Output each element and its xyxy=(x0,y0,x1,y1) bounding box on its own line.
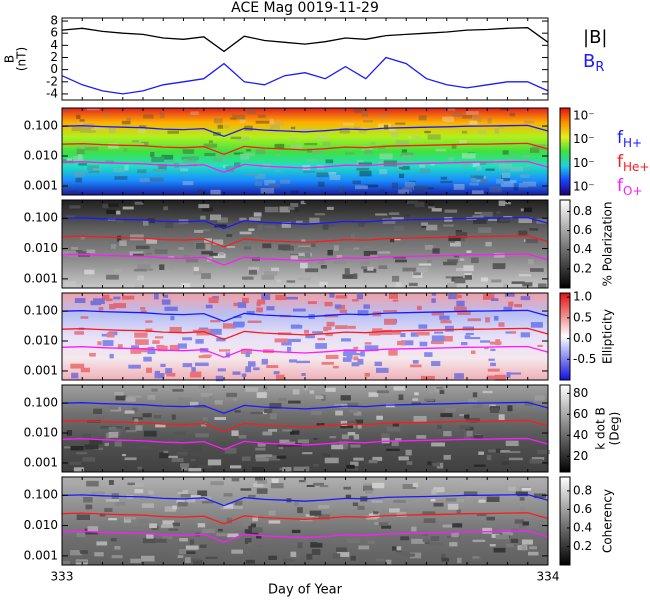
colorbar-tick-label: 0.8 xyxy=(573,204,592,218)
legend-text: f xyxy=(617,176,624,196)
y-tick-label: 0.001 xyxy=(24,178,58,192)
frequency-line xyxy=(61,530,549,543)
colorbar-label: (Deg) xyxy=(608,412,622,446)
y-tick-label: 4 xyxy=(50,38,58,52)
colorbar-tick-label: 20 xyxy=(573,449,588,463)
colorbar-tick-label: 10⁻ xyxy=(573,109,595,123)
legend-subscript: He+ xyxy=(623,160,649,174)
y-tick-label: 6 xyxy=(50,26,58,40)
y-tick-label: 2 xyxy=(50,50,58,64)
frequency-line xyxy=(61,216,549,230)
colorbar-tick-label: 10⁻ xyxy=(573,156,595,170)
colorbar-tick-label: 10⁻ xyxy=(573,180,595,194)
y-axis-label: (nT) xyxy=(15,47,29,71)
y-tick-label: 0.010 xyxy=(24,518,58,532)
colorbar-tick-label: 40 xyxy=(573,428,588,442)
colorbar-tick-label: 0.8 xyxy=(573,483,592,497)
legend-subscript: H+ xyxy=(623,136,642,150)
frequency-line xyxy=(61,235,549,248)
y-tick-label: 0.010 xyxy=(24,426,58,440)
y-axis-label: B xyxy=(3,55,17,63)
y-tick-label: -4 xyxy=(46,86,58,100)
frequency-line xyxy=(61,512,549,525)
legend-entry: BR xyxy=(583,51,604,75)
colorbar-tick-label: 0.4 xyxy=(573,242,592,256)
frequency-line xyxy=(61,419,549,432)
colorbar-tick-label: 0.5 xyxy=(573,310,592,324)
legend-entry: fH+ xyxy=(617,128,642,150)
y-tick-label: 0.100 xyxy=(24,119,58,133)
legend-text: B xyxy=(583,51,595,72)
colorbar-label: k dot B xyxy=(594,407,608,449)
colorbar-tick-label: 0.2 xyxy=(573,261,592,275)
colorbar-tick-label: -0.5 xyxy=(573,352,596,366)
y-tick-label: 0.001 xyxy=(24,271,58,285)
colorbar-label: % Polarization xyxy=(601,202,615,287)
colorbar xyxy=(559,384,571,473)
legend-text: |B| xyxy=(583,27,607,48)
colorbar xyxy=(559,292,571,381)
frequency-line xyxy=(61,327,549,340)
colorbar xyxy=(559,476,571,566)
data-line xyxy=(61,27,549,53)
colorbar-tick-label: 10⁻ xyxy=(573,132,595,146)
data-line xyxy=(61,56,549,95)
y-tick-label: 0.100 xyxy=(24,304,58,318)
legend-entry: |B| xyxy=(583,27,607,48)
x-tick-label: 333 xyxy=(51,570,74,584)
colorbar xyxy=(559,107,571,196)
colorbar-tick-label: 80 xyxy=(573,386,588,400)
frequency-line xyxy=(61,124,549,137)
spectrogram-texture xyxy=(62,200,547,289)
frequency-line xyxy=(61,142,549,155)
y-tick-label: 0.010 xyxy=(24,334,58,348)
legend-text: f xyxy=(617,152,624,172)
colorbar-tick-label: 1.0 xyxy=(573,290,592,304)
frequency-line xyxy=(61,160,549,173)
colorbar-label: Coherency xyxy=(601,489,615,553)
colorbar xyxy=(559,199,571,289)
y-tick-label: 0.100 xyxy=(24,488,58,502)
frequency-line xyxy=(61,345,549,358)
legend-entry: fHe+ xyxy=(617,152,649,174)
colorbar-label: Ellipticity xyxy=(601,309,615,364)
legend-text: f xyxy=(617,128,624,148)
legend-entry: fO+ xyxy=(617,176,643,198)
legend-subscript: O+ xyxy=(623,184,643,198)
y-tick-label: 0.001 xyxy=(24,455,58,469)
frequency-line xyxy=(61,401,549,414)
y-tick-label: 0.100 xyxy=(24,211,58,225)
y-tick-label: 0.010 xyxy=(24,241,58,255)
x-tick-label: 334 xyxy=(537,570,560,584)
colorbar-tick-label: 0.0 xyxy=(573,331,592,345)
legend-subscript: R xyxy=(595,60,604,75)
frequency-line xyxy=(61,437,549,450)
colorbar-tick-label: 0.2 xyxy=(573,539,592,553)
y-tick-label: 0 xyxy=(50,62,58,76)
y-tick-label: 8 xyxy=(50,14,58,28)
y-tick-label: 0.010 xyxy=(24,149,58,163)
x-axis-label: Day of Year xyxy=(268,583,343,598)
colorbar-tick-label: 60 xyxy=(573,407,588,421)
y-tick-label: 0.001 xyxy=(24,548,58,562)
y-tick-label: 0.001 xyxy=(24,363,58,377)
frequency-line xyxy=(61,253,549,266)
colorbar-tick-label: 0.4 xyxy=(573,520,592,534)
frequency-line xyxy=(61,309,549,322)
chart-title: ACE Mag 0019-11-29 xyxy=(231,0,379,16)
colorbar-tick-label: 0.6 xyxy=(573,223,592,237)
y-tick-label: 0.100 xyxy=(24,396,58,410)
spectrogram-background xyxy=(62,108,548,195)
colorbar-tick-label: 0.6 xyxy=(573,502,592,516)
frequency-line xyxy=(61,493,549,507)
y-tick-label: -2 xyxy=(46,74,58,88)
